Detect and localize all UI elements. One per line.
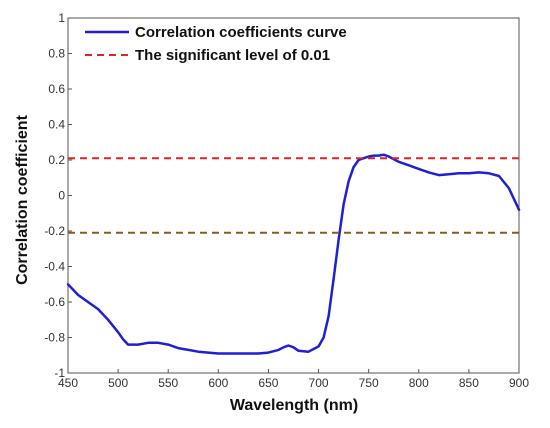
y-tick-label: -0.6	[44, 295, 65, 309]
correlation-curve-line	[66, 153, 521, 355]
x-tick-label: 850	[459, 376, 479, 390]
legend: Correlation coefficients curve The signi…	[85, 24, 347, 64]
x-tick-label: 450	[58, 376, 78, 390]
series-layer	[66, 153, 521, 355]
y-tick-label: -0.8	[44, 331, 65, 345]
legend-label-significance: The significant level of 0.01	[135, 47, 330, 64]
y-tick-label: 0	[58, 189, 65, 203]
y-tick-label: 0.2	[48, 153, 65, 167]
y-tick-label: 0.6	[48, 82, 65, 96]
x-axis-title: Wavelength (nm)	[230, 397, 358, 414]
y-tick-label: -0.4	[44, 260, 65, 274]
x-tick-label: 800	[409, 376, 429, 390]
y-tick-label: 1	[58, 11, 65, 25]
x-tick-label: 500	[108, 376, 128, 390]
x-tick-label: 900	[509, 376, 529, 390]
y-tick-label: -1	[54, 366, 65, 380]
x-tick-label: 550	[158, 376, 178, 390]
legend-label-curve: Correlation coefficients curve	[135, 24, 347, 41]
x-tick-label: 750	[359, 376, 379, 390]
x-tick-label: 650	[258, 376, 278, 390]
x-tick-label: 600	[208, 376, 228, 390]
x-tick-label: 700	[309, 376, 329, 390]
plot-area	[67, 17, 520, 374]
y-axis-title: Correlation coefficient	[14, 114, 31, 284]
y-tick-label: 0.8	[48, 47, 65, 61]
axis-ticks: 450 500 550 600 650 700 750 800 850 900 -1 -0.8 -0.6…	[44, 11, 529, 390]
y-tick-label: 0.4	[48, 118, 65, 132]
y-tick-label: -0.2	[44, 224, 65, 238]
plot-frame	[67, 17, 520, 374]
